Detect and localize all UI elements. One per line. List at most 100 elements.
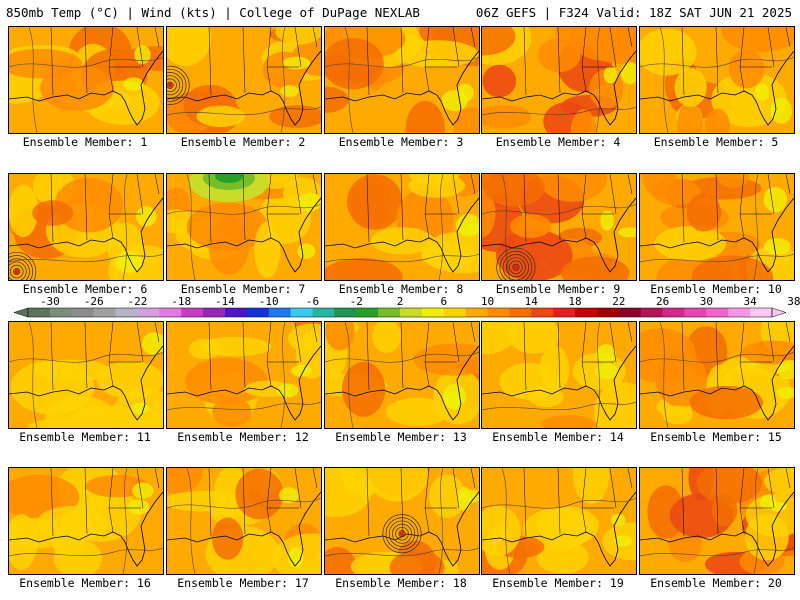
- temperature-contour-fill: [686, 193, 722, 232]
- state-border: [452, 468, 460, 509]
- isobar: [9, 56, 163, 68]
- colorbar-tick-label: -10: [259, 296, 279, 308]
- temperature-contour-fill: [537, 37, 581, 73]
- cool-patch: [613, 535, 633, 547]
- colorbar-swatch: [181, 308, 204, 317]
- colorbar-tick-label: -18: [171, 296, 191, 308]
- colorbar-swatch: [400, 308, 423, 317]
- map-title: 850mb Temp (°C) | Wind (kts) | College o…: [6, 5, 420, 20]
- temperature-contour-fill: [571, 27, 636, 62]
- isobar: [28, 27, 38, 133]
- cool-patch: [618, 227, 636, 238]
- colorbar-arrow-right: [771, 307, 787, 318]
- state-border: [242, 468, 246, 535]
- temperature-contour-fill: [536, 540, 589, 574]
- cool-patch: [282, 56, 311, 70]
- colorbar-swatch: [465, 308, 488, 317]
- temperature-contour-fill: [65, 405, 148, 428]
- temperature-contour-fill: [741, 340, 794, 365]
- colorbar-swatch: [421, 308, 445, 317]
- isobar: [640, 351, 794, 363]
- state-border: [400, 27, 404, 94]
- temperature-contour-fill: [483, 174, 546, 207]
- coastline: [640, 491, 794, 567]
- state-border: [84, 174, 88, 241]
- state-border: [681, 174, 685, 243]
- temperature-contour-fill: [677, 102, 703, 133]
- state-border: [715, 468, 719, 535]
- colorbar-tick-label: 10: [481, 296, 494, 308]
- colorbar-swatch: [334, 308, 357, 317]
- state-border: [242, 27, 246, 94]
- state-border: [715, 27, 719, 94]
- low-pressure-contour: [9, 264, 24, 279]
- low-pressure-contour: [385, 517, 419, 551]
- state-border: [366, 174, 370, 243]
- ensemble-member-label: Ensemble Member: 9: [495, 282, 621, 296]
- temperature-contour-fill: [185, 357, 268, 405]
- temperature-contour-fill: [325, 86, 349, 113]
- low-pressure-contour: [9, 251, 37, 280]
- low-pressure-contour: [167, 65, 190, 105]
- ensemble-member-label: Ensemble Member: 3: [338, 135, 464, 149]
- temperature-contour-fill: [570, 109, 597, 133]
- state-border: [136, 174, 144, 215]
- cool-patch: [755, 83, 769, 101]
- cool-patch: [136, 206, 157, 227]
- state-border: [400, 322, 404, 389]
- state-border: [681, 27, 685, 96]
- isobar: [595, 27, 601, 133]
- coastline: [9, 491, 163, 567]
- colorbar-tick-label: 26: [656, 296, 669, 308]
- state-border: [785, 468, 791, 489]
- ensemble-member-label: Ensemble Member: 5: [653, 135, 779, 149]
- temperature-contour-fill: [541, 415, 596, 428]
- isobar: [167, 401, 321, 411]
- state-border: [470, 468, 476, 489]
- state-border: [154, 468, 160, 489]
- colorbar-swatch: [509, 308, 532, 317]
- state-border: [470, 322, 476, 343]
- temperature-contour-fill: [572, 468, 610, 504]
- colorbar-swatch: [378, 308, 401, 317]
- state-border: [523, 468, 527, 537]
- low-pressure-contour: [502, 254, 530, 280]
- ensemble-member-label: Ensemble Member: 18: [335, 576, 467, 590]
- cool-patch: [457, 486, 472, 511]
- colorbar-arrow-left: [13, 307, 29, 318]
- state-border: [50, 27, 54, 96]
- state-border: [50, 322, 54, 391]
- temperature-contour-fill: [198, 336, 272, 357]
- cool-patch: [776, 360, 794, 379]
- temperature-contour-fill: [594, 382, 636, 428]
- colorbar-swatch: [268, 308, 291, 317]
- coastline: [640, 50, 794, 126]
- colorbar-swatch: [290, 308, 313, 317]
- temperature-contour-fill: [269, 105, 321, 128]
- low-pressure-contour: [398, 530, 406, 538]
- colorbar-swatch: [224, 308, 248, 317]
- ensemble-member-label: Ensemble Member: 17: [177, 576, 309, 590]
- ensemble-member-label: Ensemble Member: 19: [492, 576, 624, 590]
- temperature-contour-fill: [537, 506, 599, 546]
- colorbar-swatch: [553, 308, 576, 317]
- temperature-contour-fill: [212, 396, 252, 427]
- low-pressure-contour: [167, 75, 181, 96]
- temperature-contour-fill: [674, 67, 707, 108]
- isobar: [595, 322, 601, 428]
- state-border: [208, 174, 212, 243]
- isobar: [438, 468, 444, 574]
- coastline: [167, 197, 321, 273]
- isobar: [344, 27, 354, 133]
- colorbar-swatch: [159, 308, 182, 317]
- temperature-contour-fill: [482, 322, 517, 355]
- temperature-contour-fill: [651, 179, 701, 206]
- colorbar-swatch: [618, 308, 642, 317]
- low-pressure-contour: [13, 267, 21, 276]
- temperature-contour-fill: [325, 38, 384, 90]
- temperature-contour-fill: [507, 322, 560, 354]
- temperature-contour-fill: [96, 361, 163, 399]
- coastline: [325, 491, 479, 567]
- coastline: [325, 50, 479, 126]
- ensemble-member-label: Ensemble Member: 8: [338, 282, 464, 296]
